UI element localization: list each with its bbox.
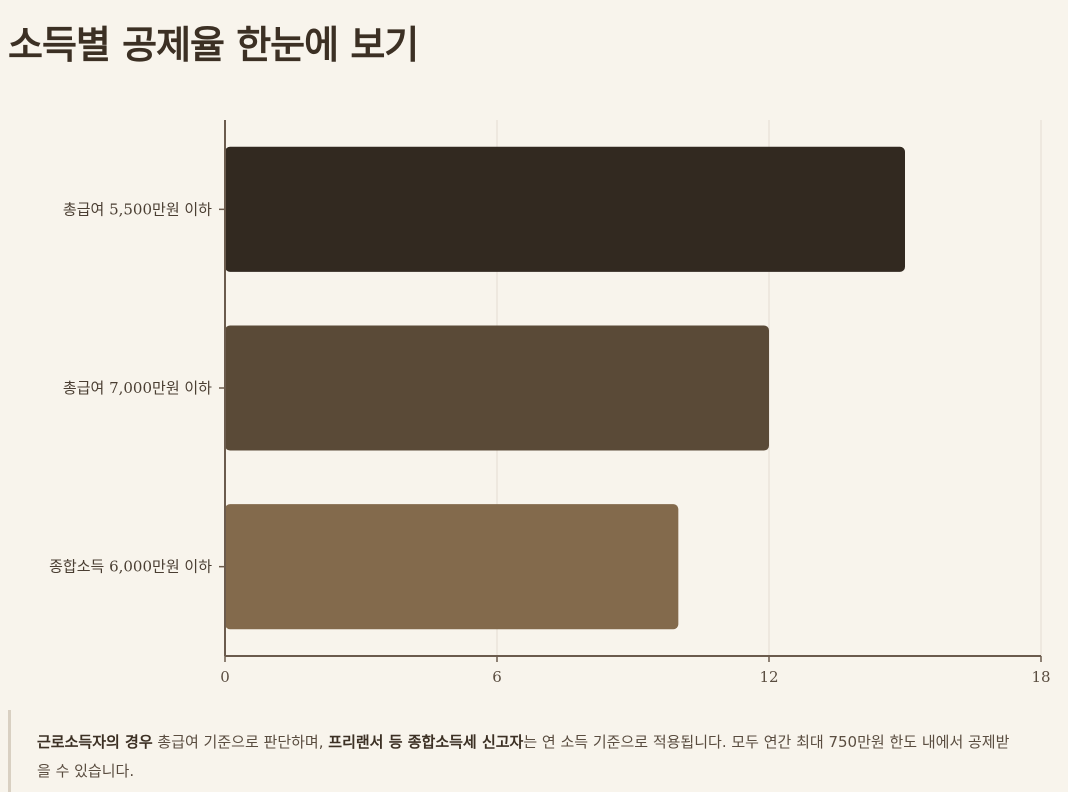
x-tick-label: 12 [759,668,778,686]
bar [225,146,905,272]
category-label: 총급여 7,000만원 이하 [63,379,212,397]
category-label: 종합소득 6,000만원 이하 [49,558,212,576]
x-tick-label: 18 [1031,668,1050,686]
bars [225,146,905,630]
footnote-text-1: 총급여 기준으로 판단하며, [152,733,329,751]
page-title: 소득별 공제율 한눈에 보기 [8,23,419,67]
x-tick-label: 6 [492,668,502,686]
footnote: 근로소득자의 경우 총급여 기준으로 판단하며, 프리랜서 등 종합소득세 신고… [8,710,1018,792]
bar [225,504,679,630]
footnote-bold-1: 근로소득자의 경우 [37,733,153,751]
bar [225,325,769,451]
axes [219,120,1042,662]
footnote-bold-2: 프리랜서 등 종합소득세 신고자 [328,733,524,751]
x-tick-label: 0 [220,668,230,686]
footnote-text-2: 는 연 소득 기준으로 적용됩니다. 모두 연간 최대 750만원 한도 내에서… [37,733,1010,780]
category-label: 총급여 5,500만원 이하 [63,200,212,218]
